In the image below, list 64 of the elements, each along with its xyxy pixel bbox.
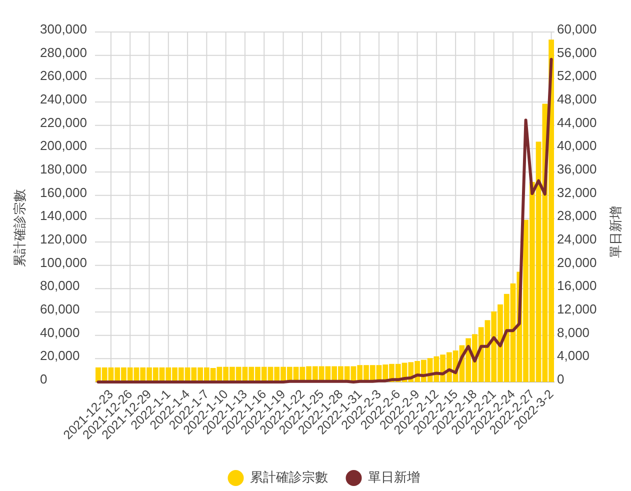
- y2-tick-label: 52,000: [557, 68, 597, 84]
- y-tick-label: 100,000: [40, 254, 87, 270]
- legend-label: 累計確診宗數: [250, 469, 328, 484]
- y2-tick-label: 12,000: [557, 301, 597, 316]
- y2-tick-label: 56,000: [557, 44, 597, 60]
- y-tick-label: 280,000: [40, 44, 87, 60]
- bar: [96, 367, 101, 382]
- bar: [548, 40, 554, 382]
- bar: [261, 366, 267, 382]
- bar: [491, 311, 497, 382]
- bar: [166, 367, 172, 382]
- y-tick-label: 60,000: [40, 301, 80, 316]
- y2-tick-label: 0: [557, 371, 564, 386]
- bar: [172, 367, 178, 382]
- y-tick-label: 260,000: [40, 68, 87, 84]
- y2-tick-label: 16,000: [557, 278, 597, 294]
- bar: [504, 294, 510, 382]
- bar: [198, 367, 203, 382]
- bar: [255, 366, 260, 382]
- bar: [230, 366, 235, 382]
- bar: [223, 366, 229, 382]
- bar: [121, 367, 126, 382]
- y2-tick-label: 4,000: [557, 348, 590, 364]
- y2-tick-label: 8,000: [557, 324, 590, 340]
- bar: [152, 367, 158, 382]
- bar: [280, 366, 286, 382]
- y2-tick-label: 48,000: [557, 91, 597, 106]
- legend-label: 單日新增: [368, 469, 420, 484]
- y2-tick-label: 40,000: [557, 138, 597, 154]
- bar: [536, 142, 542, 382]
- bar: [498, 304, 503, 382]
- y-tick-label: 240,000: [40, 91, 87, 106]
- bar: [236, 366, 242, 382]
- y2-axis-title: 單日新增: [608, 206, 623, 258]
- y-tick-label: 180,000: [40, 161, 87, 176]
- bar: [178, 367, 184, 382]
- bar: [204, 367, 210, 382]
- bar: [127, 367, 133, 382]
- y-tick-label: 20,000: [40, 348, 80, 364]
- y-tick-label: 220,000: [40, 114, 87, 130]
- y2-tick-label: 60,000: [557, 21, 597, 36]
- y2-tick-label: 44,000: [557, 114, 597, 130]
- y-tick-label: 80,000: [40, 278, 80, 294]
- y-axis-title: 累計確診宗數: [12, 189, 27, 267]
- y-tick-label: 0: [40, 371, 48, 386]
- y-tick-label: 140,000: [40, 208, 87, 224]
- bar: [529, 182, 535, 382]
- y2-tick-label: 28,000: [557, 208, 597, 224]
- bar: [191, 367, 197, 382]
- y-tick-label: 200,000: [40, 138, 87, 154]
- bar: [274, 366, 280, 382]
- bar: [478, 327, 484, 382]
- bar: [140, 367, 146, 382]
- bar: [146, 367, 152, 382]
- y-tick-label: 40,000: [40, 324, 80, 340]
- y-tick-label: 160,000: [40, 184, 87, 200]
- y-tick-label: 120,000: [40, 231, 87, 246]
- y2-tick-label: 20,000: [557, 254, 597, 270]
- y-tick-label: 300,000: [40, 21, 87, 36]
- y2-tick-label: 32,000: [557, 184, 597, 200]
- y2-tick-label: 24,000: [557, 231, 597, 246]
- bar: [523, 220, 528, 382]
- bar: [248, 366, 254, 382]
- y2-tick-label: 36,000: [557, 161, 597, 176]
